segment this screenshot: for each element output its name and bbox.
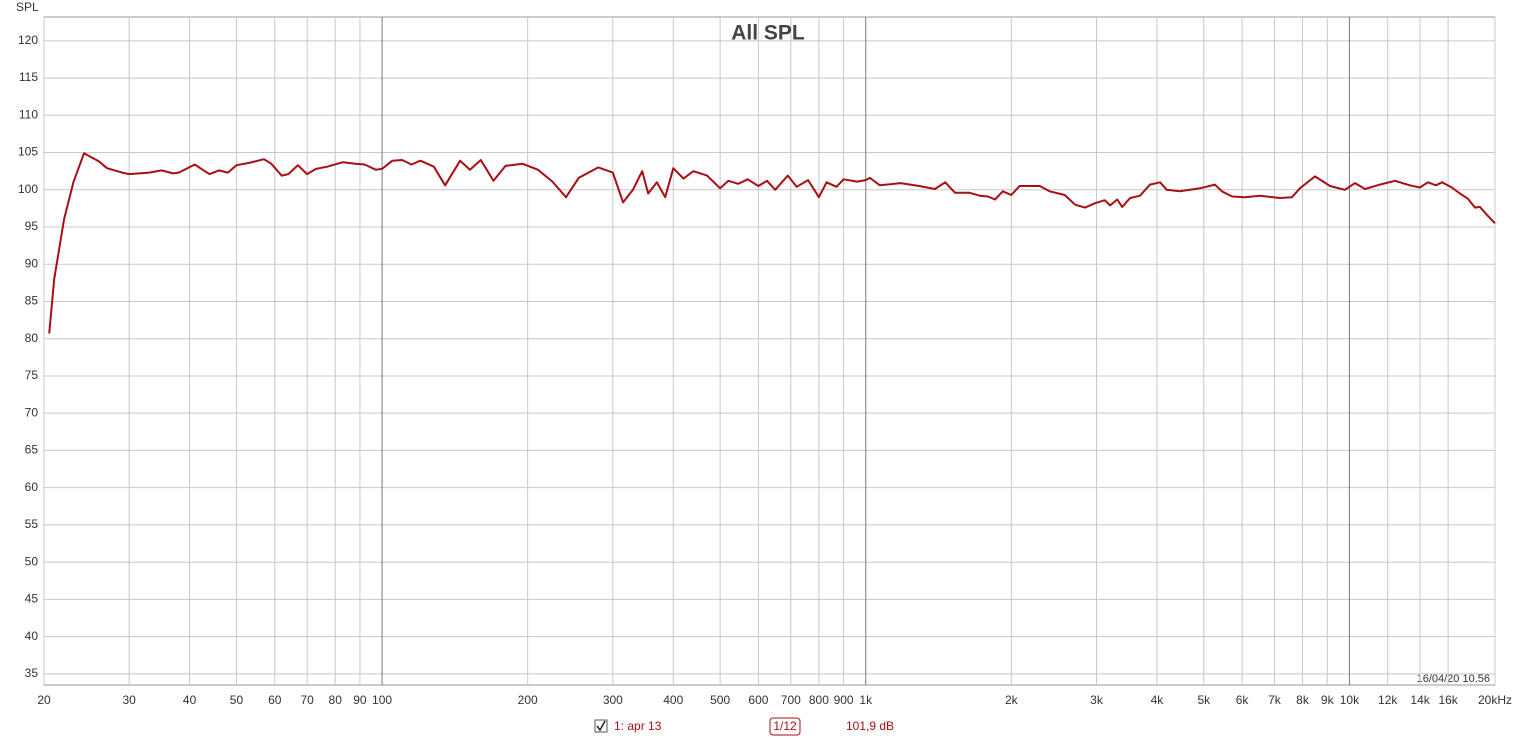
x-tick-label: 7k: [1268, 693, 1282, 707]
x-tick-label: 50: [230, 693, 244, 707]
y-tick-label: 110: [19, 107, 38, 121]
y-tick-label: 120: [18, 33, 38, 47]
x-tick-label: 100: [372, 693, 392, 707]
smoothing-label: 1/12: [773, 719, 797, 733]
smoothing-box[interactable]: [769, 717, 801, 736]
x-tick-label: 4k: [1151, 693, 1165, 707]
x-tick-label: 6k: [1236, 693, 1250, 707]
level-label: 101,9 dB: [846, 719, 894, 733]
y-tick-label: 115: [19, 70, 38, 84]
x-tick-label: 500: [710, 693, 730, 707]
x-tick-label: 30: [122, 693, 136, 707]
y-tick-label: 100: [18, 182, 38, 196]
y-tick-label: 90: [25, 256, 39, 270]
x-tick-label: 90: [353, 693, 367, 707]
x-tick-label: 10k: [1340, 693, 1360, 707]
x-tick-label: 1k: [859, 693, 873, 707]
x-tick-label: 70: [300, 693, 314, 707]
x-tick-label: 5k: [1197, 693, 1211, 707]
plot-area: [43, 16, 1496, 686]
chart-title: All SPL: [731, 22, 805, 45]
y-tick-label: 80: [25, 331, 39, 345]
y-tick-label: 70: [25, 405, 39, 419]
x-tick-label: 80: [329, 693, 343, 707]
y-tick-label: 45: [25, 592, 39, 606]
x-tick-label: 14k: [1410, 693, 1430, 707]
y-tick-label: 105: [18, 145, 38, 159]
x-tick-label: 8k: [1296, 693, 1310, 707]
x-tick-label: 400: [663, 693, 683, 707]
y-tick-label: 65: [25, 443, 39, 457]
x-tick-label: 40: [183, 693, 197, 707]
y-tick-label: 55: [25, 517, 39, 531]
x-tick-label: 300: [603, 693, 623, 707]
y-tick-label: 60: [25, 480, 39, 494]
x-tick-label: 200: [518, 693, 538, 707]
y-tick-label: 35: [25, 666, 39, 680]
y-tick-label: 40: [25, 629, 39, 643]
x-tick-label: 3k: [1090, 693, 1104, 707]
x-tick-label: 12k: [1378, 693, 1398, 707]
x-tick-label: 800: [809, 693, 829, 707]
legend-label[interactable]: 1: apr 13: [614, 719, 662, 733]
x-tick-label: 60: [268, 693, 282, 707]
check-mark: [596, 720, 606, 732]
x-tick-label: 600: [748, 693, 768, 707]
x-tick-label: 20: [37, 693, 51, 707]
x-tick-label: 900: [834, 693, 854, 707]
x-tick-label: 2k: [1005, 693, 1019, 707]
x-tick-label: 20kHz: [1478, 693, 1512, 707]
x-tick-label: 9k: [1321, 693, 1335, 707]
x-tick-label: 16k: [1438, 693, 1458, 707]
data-line: [48, 152, 1496, 334]
y-tick-label: 95: [25, 219, 39, 233]
y-tick-label: 75: [25, 368, 39, 382]
x-tick-label: 700: [781, 693, 801, 707]
y-tick-label: 85: [25, 294, 39, 308]
timestamp: 16/04/20 10.56: [1417, 673, 1490, 685]
y-axis-label: SPL: [16, 0, 39, 14]
y-tick-label: 50: [25, 554, 39, 568]
